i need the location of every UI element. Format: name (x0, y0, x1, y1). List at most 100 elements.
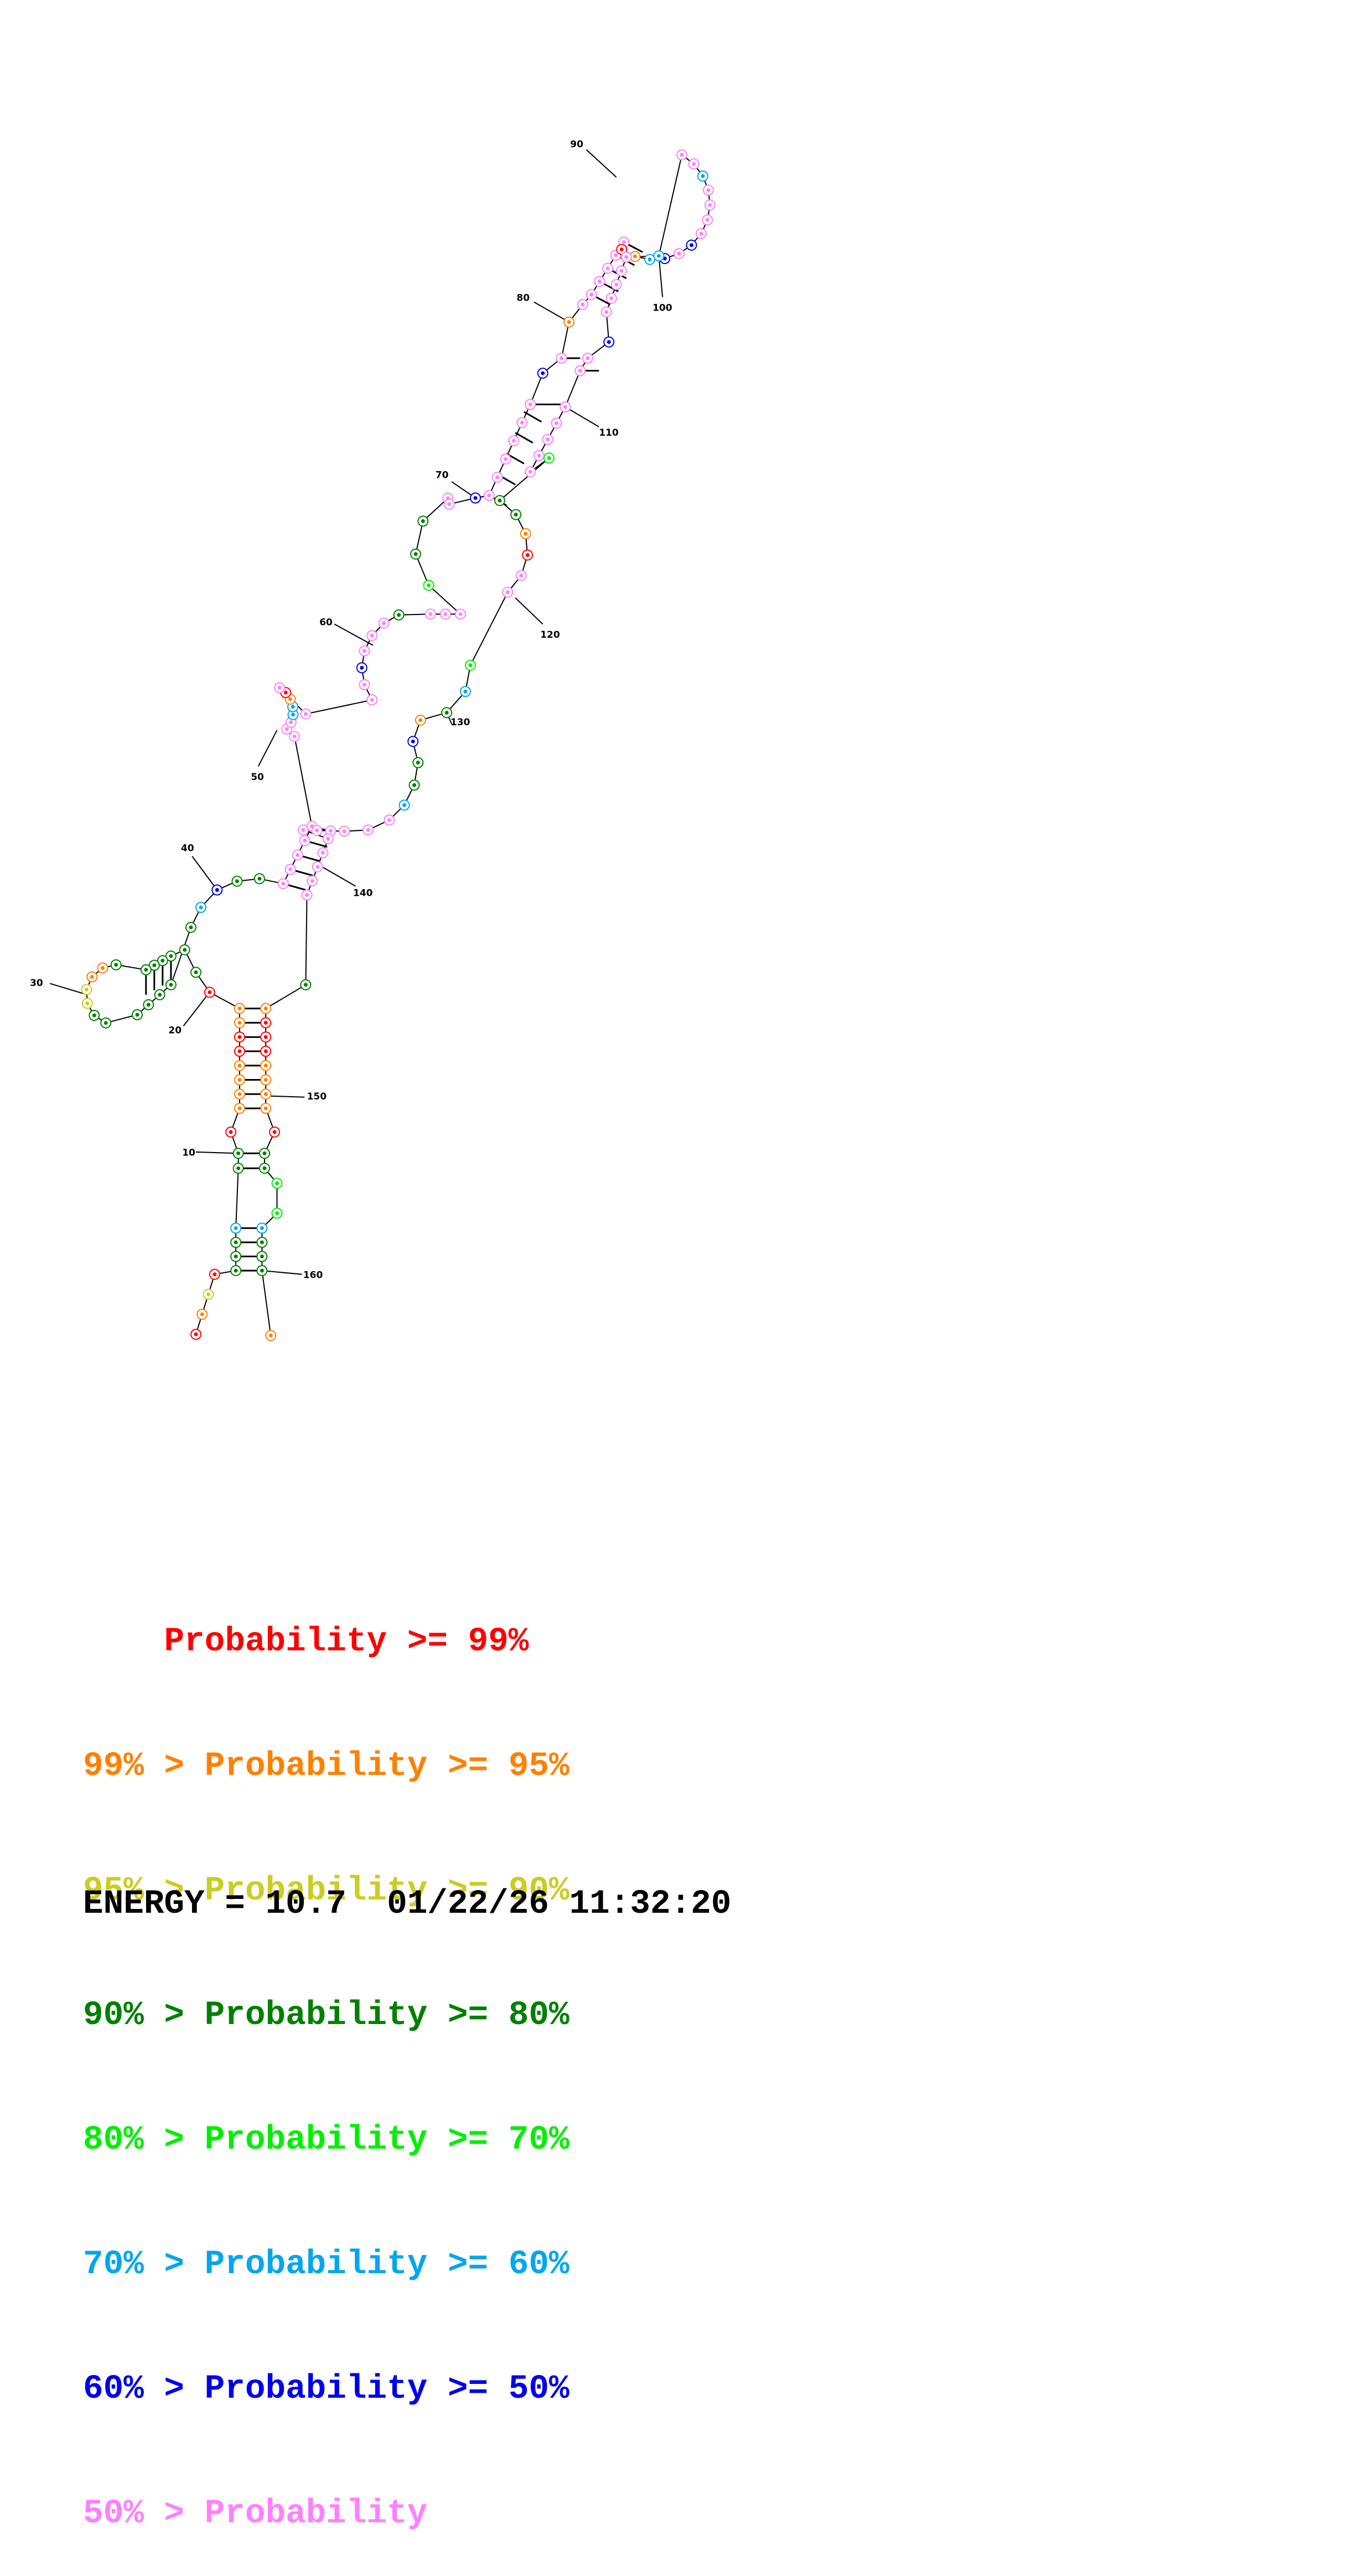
nucleotide-dot (234, 1255, 238, 1258)
nucleotide-dot (524, 531, 528, 536)
nucleotide-dot (619, 269, 624, 273)
nucleotide-dot (234, 1268, 238, 1273)
nucleotide-dot (263, 1106, 268, 1111)
nucleotide-dot (237, 1035, 242, 1039)
nucleotide-dot (144, 968, 148, 972)
nucleotide-dot (458, 612, 463, 616)
nucleotide-dot (292, 734, 297, 739)
nucleotide-dot (511, 438, 516, 443)
nucleotide-dot (268, 1333, 273, 1338)
legend-row-99: Probability >= 99% (83, 1621, 569, 1663)
backbone-line (86, 153, 711, 1336)
nucleotide-dot (589, 292, 594, 297)
nucleotide-dot (263, 1092, 268, 1096)
nucleotide-dot (263, 1020, 268, 1025)
nucleotide-dot (236, 1151, 241, 1155)
position-tick (49, 983, 88, 995)
nucleotide-dot (609, 296, 614, 301)
nucleotide-dot (189, 925, 193, 930)
legend-prefix: 90% > (83, 1996, 205, 2035)
position-tick (257, 730, 278, 767)
nucleotide-dot (275, 1181, 279, 1185)
nucleotide-dot (412, 783, 416, 787)
legend-prefix (83, 1623, 164, 1661)
nucleotide-dot (541, 371, 545, 375)
legend-row-90: 95% > Probability >= 90% (83, 1870, 569, 1912)
position-tick (191, 856, 218, 891)
position-tick (565, 406, 599, 427)
nucleotide-dot (370, 633, 374, 638)
legend-prefix: 60% > (83, 2370, 205, 2408)
nucleotide-dot (305, 893, 309, 897)
nucleotide-dot (215, 888, 219, 892)
nucleotide-dot (235, 879, 239, 884)
position-label-50: 50 (251, 772, 264, 783)
position-label-110: 110 (599, 427, 619, 438)
nucleotide-dot (418, 718, 423, 722)
legend-prefix: 95% > (83, 1872, 205, 1910)
nucleotide-dot (303, 712, 308, 716)
nucleotide-dot (169, 983, 173, 987)
nucleotide-dot (656, 254, 661, 258)
legend-text: Probability >= 80% (204, 1996, 569, 2035)
nucleotide-dot (146, 1003, 151, 1007)
nucleotide-dot (263, 1049, 268, 1054)
nucleotide-dot (578, 369, 582, 373)
nucleotide-dot (194, 970, 198, 974)
nucleotide-dot (567, 320, 571, 324)
nucleotide-dot (234, 1240, 238, 1245)
nucleotide-dot (289, 720, 293, 725)
legend-text: Probability (204, 2495, 428, 2533)
nucleotide-dot (237, 1078, 242, 1082)
position-label-160: 160 (303, 1270, 323, 1281)
nucleotide-dot (677, 251, 681, 256)
nucleotide-dot (260, 1240, 264, 1245)
nucleotide-dot (555, 421, 558, 425)
nucleotide-dot (135, 1013, 139, 1017)
nucleotide-dot (260, 1255, 264, 1258)
legend-text: Probability >= 99% (164, 1623, 529, 1661)
nucleotide-dot (614, 282, 619, 287)
nucleotide-dot (275, 1211, 279, 1215)
nucleotide-dot (366, 828, 370, 832)
position-ticks (49, 149, 664, 1275)
nucleotide-dot (563, 405, 567, 409)
nucleotide-dot (237, 1006, 242, 1011)
probability-legend: Probability >= 99% 99% > Probability >= … (83, 1538, 569, 2576)
nucleotide-dot (262, 1166, 267, 1170)
nucleotide-dot (411, 739, 415, 744)
legend-text: Probability >= 95% (204, 1747, 569, 1785)
nucleotide-dot (272, 1130, 277, 1134)
nucleotide-dot (200, 1312, 204, 1317)
nucleotide-dot (100, 966, 105, 970)
nucleotide-dot (291, 713, 295, 717)
nucleotide-dot (498, 498, 502, 503)
nucleotide-dot (303, 838, 307, 843)
base-pair-bonds (145, 241, 643, 1272)
nucleotide-dot (213, 1272, 217, 1277)
position-label-80: 80 (516, 292, 530, 303)
position-label-150: 150 (307, 1091, 327, 1102)
nucleotide-dot (208, 990, 212, 994)
nucleotide-dot (284, 727, 289, 731)
nucleotide-dot (263, 1078, 268, 1082)
position-label-70: 70 (436, 470, 449, 481)
nucleotide-dot (528, 402, 532, 406)
nucleotide-dot (416, 761, 420, 765)
rna-structure-diagram: 10 20 30 40 50 60 70 80 90 100 110 120 130 140 150 160 (30, 139, 716, 1341)
legend-row-80: 90% > Probability >= 80% (83, 1995, 569, 2036)
nucleotide-dot (633, 254, 637, 259)
nucleotide-dot (413, 552, 418, 556)
position-label-40: 40 (181, 843, 194, 854)
nucleotide-dot (277, 685, 282, 690)
nucleotide-dot (560, 356, 563, 360)
nucleotide-dot (288, 697, 292, 701)
backbone (86, 153, 711, 1336)
nucleotide-dot (237, 1092, 242, 1096)
position-tick (323, 867, 356, 887)
nucleotide-dot (706, 188, 711, 192)
nucleotide-dot (315, 865, 320, 869)
position-label-60: 60 (319, 617, 333, 628)
legend-row-50: 60% > Probability >= 50% (83, 2368, 569, 2410)
position-label-100: 100 (653, 302, 672, 313)
